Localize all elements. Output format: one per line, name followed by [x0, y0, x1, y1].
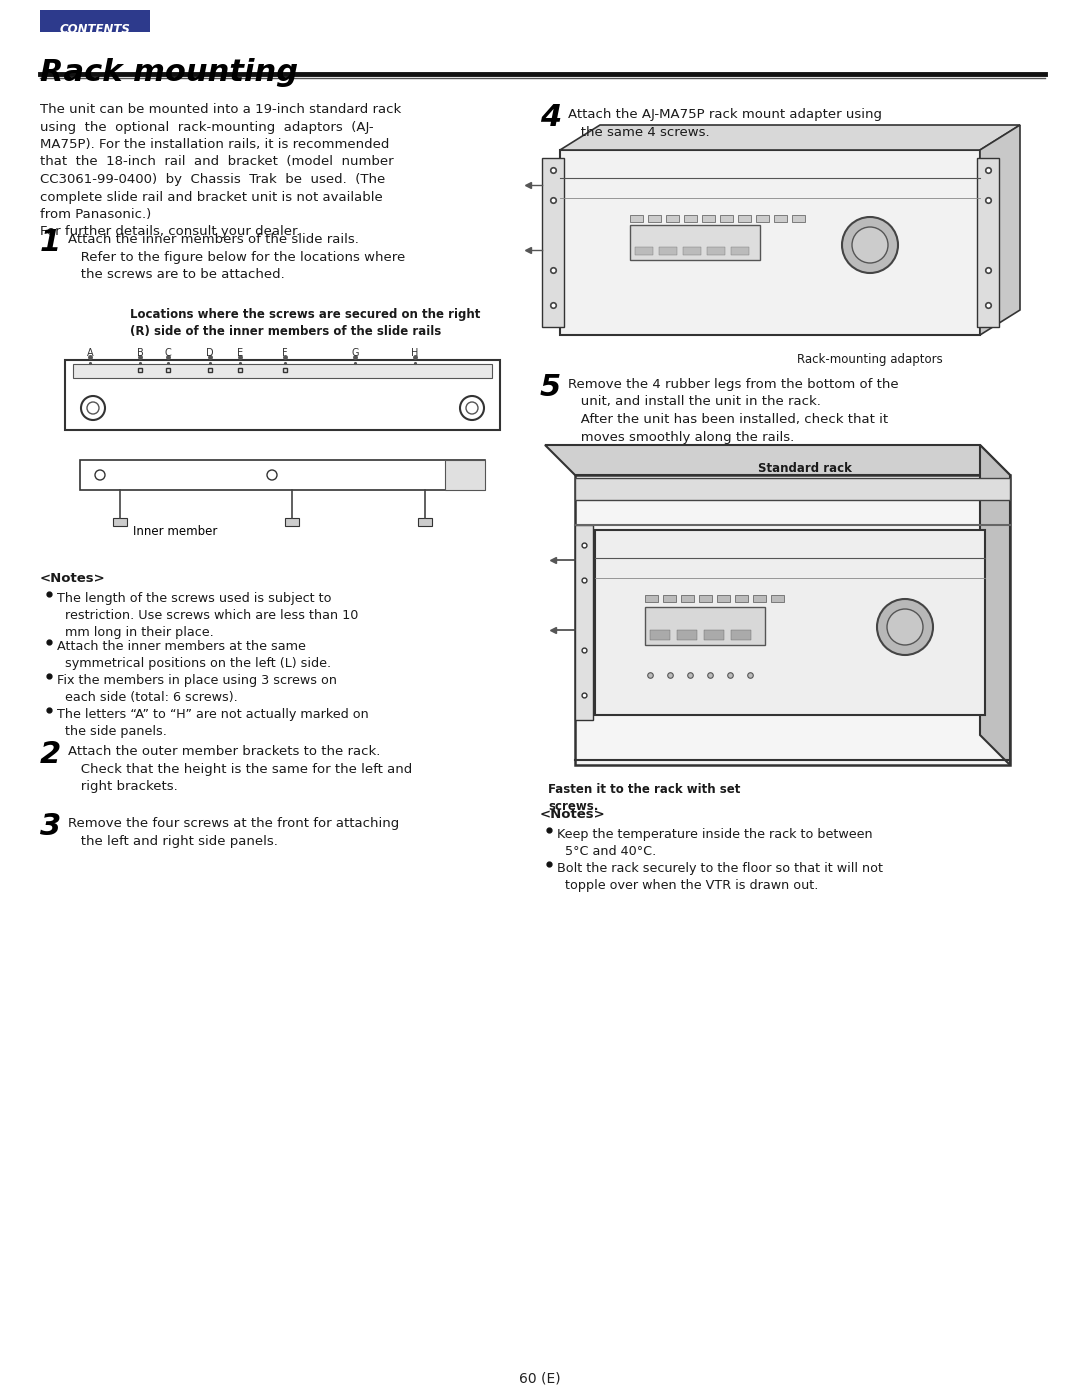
- Circle shape: [887, 609, 923, 645]
- Bar: [677, 630, 697, 640]
- Text: Attach the inner members at the same
  symmetrical positions on the left (L) sid: Attach the inner members at the same sym…: [57, 640, 332, 671]
- Bar: [650, 630, 670, 640]
- Circle shape: [455, 469, 465, 481]
- Text: C: C: [164, 348, 172, 358]
- Text: 3: 3: [40, 812, 62, 841]
- Bar: [542, 158, 564, 327]
- Text: Fasten it to the rack with set
screws.: Fasten it to the rack with set screws.: [548, 782, 741, 813]
- Text: 4: 4: [540, 103, 562, 131]
- Circle shape: [95, 469, 105, 481]
- Text: Remove the four screws at the front for attaching
   the left and right side pan: Remove the four screws at the front for …: [68, 817, 400, 848]
- Bar: [645, 595, 658, 602]
- Bar: [80, 460, 485, 490]
- Bar: [663, 595, 676, 602]
- Bar: [683, 247, 701, 256]
- Bar: [418, 518, 432, 527]
- Circle shape: [877, 599, 933, 655]
- Bar: [575, 475, 1010, 766]
- Text: A: A: [86, 348, 93, 358]
- Bar: [666, 215, 679, 222]
- Text: Standard rack: Standard rack: [758, 462, 852, 475]
- Bar: [702, 215, 715, 222]
- Text: Attach the inner members of the slide rails.
   Refer to the figure below for th: Attach the inner members of the slide ra…: [68, 233, 405, 281]
- Text: Attach the AJ-MA75P rack mount adapter using
   the same 4 screws.: Attach the AJ-MA75P rack mount adapter u…: [568, 108, 882, 138]
- Bar: [774, 215, 787, 222]
- Bar: [575, 525, 593, 719]
- Circle shape: [852, 226, 888, 263]
- Bar: [561, 149, 980, 335]
- Bar: [681, 595, 694, 602]
- Text: Bolt the rack securely to the floor so that it will not
  topple over when the V: Bolt the rack securely to the floor so t…: [557, 862, 883, 893]
- Circle shape: [842, 217, 897, 272]
- Text: Rack-mounting adaptors: Rack-mounting adaptors: [797, 353, 943, 366]
- Circle shape: [87, 402, 99, 414]
- Text: H: H: [411, 348, 419, 358]
- Text: G: G: [351, 348, 359, 358]
- Text: Keep the temperature inside the rack to between
  5°C and 40°C.: Keep the temperature inside the rack to …: [557, 828, 873, 858]
- Bar: [771, 595, 784, 602]
- Bar: [720, 215, 733, 222]
- Bar: [113, 518, 127, 527]
- Text: CONTENTS: CONTENTS: [59, 22, 131, 36]
- Bar: [635, 247, 653, 256]
- Bar: [699, 595, 712, 602]
- Bar: [630, 225, 760, 260]
- Bar: [731, 630, 751, 640]
- Text: The unit can be mounted into a 19-inch standard rack
using  the  optional  rack-: The unit can be mounted into a 19-inch s…: [40, 103, 402, 239]
- Bar: [445, 460, 485, 490]
- Text: 5: 5: [540, 373, 562, 402]
- Text: 2: 2: [40, 740, 62, 768]
- Bar: [977, 158, 999, 327]
- Bar: [704, 630, 724, 640]
- Bar: [684, 215, 697, 222]
- Bar: [717, 595, 730, 602]
- Bar: [792, 215, 805, 222]
- Bar: [731, 247, 750, 256]
- Circle shape: [465, 402, 478, 414]
- Circle shape: [267, 469, 276, 481]
- Polygon shape: [980, 124, 1020, 335]
- Bar: [753, 595, 766, 602]
- Bar: [738, 215, 751, 222]
- Bar: [595, 529, 985, 715]
- Bar: [735, 595, 748, 602]
- Text: Inner member: Inner member: [133, 525, 217, 538]
- Text: E: E: [237, 348, 243, 358]
- Polygon shape: [545, 446, 1010, 475]
- Text: F: F: [282, 348, 287, 358]
- Bar: [575, 478, 1010, 500]
- Text: The letters “A” to “H” are not actually marked on
  the side panels.: The letters “A” to “H” are not actually …: [57, 708, 368, 738]
- Text: Rack mounting: Rack mounting: [40, 59, 298, 87]
- FancyBboxPatch shape: [40, 10, 150, 32]
- Bar: [285, 518, 299, 527]
- Text: <Notes>: <Notes>: [540, 807, 606, 821]
- Text: <Notes>: <Notes>: [40, 571, 106, 585]
- Bar: [659, 247, 677, 256]
- Bar: [707, 247, 725, 256]
- Text: The length of the screws used is subject to
  restriction. Use screws which are : The length of the screws used is subject…: [57, 592, 359, 638]
- Bar: [630, 215, 643, 222]
- Bar: [645, 608, 765, 645]
- Text: Attach the outer member brackets to the rack.
   Check that the height is the sa: Attach the outer member brackets to the …: [68, 745, 413, 793]
- Polygon shape: [980, 446, 1010, 766]
- Text: Fix the members in place using 3 screws on
  each side (total: 6 screws).: Fix the members in place using 3 screws …: [57, 673, 337, 704]
- Circle shape: [460, 395, 484, 420]
- Text: 1: 1: [40, 228, 62, 257]
- Text: B: B: [137, 348, 144, 358]
- Text: Locations where the screws are secured on the right
(R) side of the inner member: Locations where the screws are secured o…: [130, 307, 481, 338]
- Text: 60 (E): 60 (E): [519, 1372, 561, 1386]
- Text: D: D: [206, 348, 214, 358]
- Text: Remove the 4 rubber legs from the bottom of the
   unit, and install the unit in: Remove the 4 rubber legs from the bottom…: [568, 379, 899, 443]
- Bar: [756, 215, 769, 222]
- Bar: [648, 215, 661, 222]
- Polygon shape: [561, 124, 1020, 149]
- Circle shape: [81, 395, 105, 420]
- Bar: [65, 360, 500, 430]
- Bar: [73, 365, 492, 379]
